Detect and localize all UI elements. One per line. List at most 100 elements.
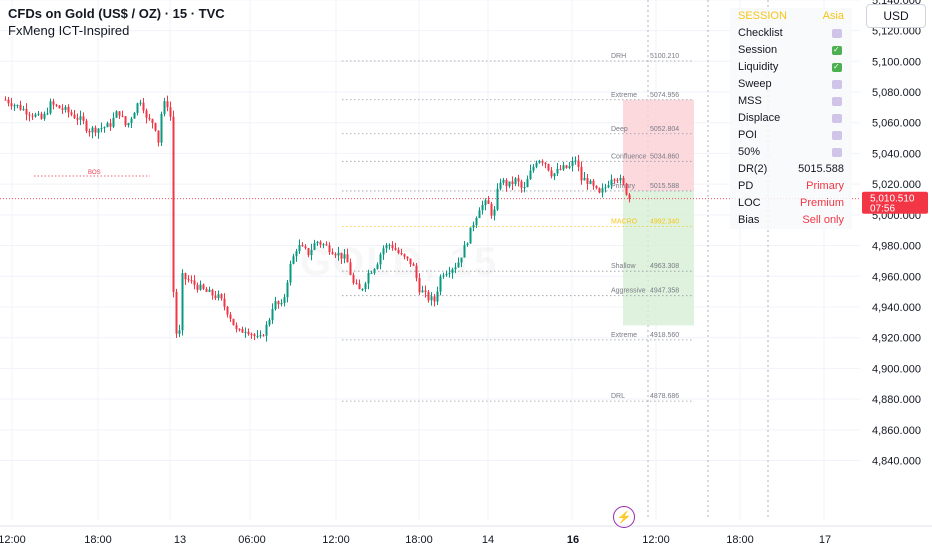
candle-body: [451, 269, 454, 273]
candle-body: [292, 256, 295, 264]
candle-body: [112, 117, 115, 127]
candle-body: [589, 180, 592, 184]
candle-body: [412, 264, 415, 266]
checkbox-empty-icon: [832, 29, 842, 38]
candle-body: [283, 297, 286, 303]
price-axis-label: 5,020.000: [872, 179, 921, 191]
info-loc-value: Premium: [799, 197, 844, 209]
candle-body: [478, 210, 481, 218]
info-row-check: MSS: [730, 93, 852, 110]
level-name: Extreme: [611, 332, 637, 339]
candle-body: [244, 331, 247, 333]
candle-body: [367, 272, 370, 284]
info-row-check: Session: [730, 41, 852, 59]
time-axis-label: 13: [174, 534, 186, 546]
candle-body: [115, 111, 118, 118]
candle-body: [337, 252, 340, 256]
candle-body: [439, 276, 442, 292]
time-axis-label: 18:00: [84, 534, 112, 546]
candle-body: [556, 168, 559, 174]
info-row-pd: PD Primary: [730, 178, 852, 195]
candle-body: [214, 295, 217, 299]
candle-body: [625, 183, 628, 195]
candle-body: [418, 278, 421, 293]
candle-body: [55, 104, 58, 106]
candle-body: [490, 203, 493, 216]
price-axis-label: 5,060.000: [872, 118, 921, 130]
candle-body: [229, 314, 232, 319]
candle-body: [52, 101, 55, 105]
level-name: DRH: [611, 53, 626, 60]
candle-body: [271, 308, 274, 321]
info-row-check: Checklist: [730, 25, 852, 42]
price-axis-label: 4,840.000: [872, 456, 921, 468]
candle-body: [169, 107, 172, 117]
candle-body: [415, 265, 418, 279]
level-value: 5034.860: [650, 153, 679, 160]
candle-body: [298, 245, 301, 252]
info-row-bias: Bias Sell only: [730, 212, 852, 229]
candle-body: [61, 108, 64, 110]
candle-body: [118, 111, 121, 116]
candle-body: [220, 294, 223, 299]
candle-body: [403, 254, 406, 257]
candle-body: [145, 110, 148, 118]
candle-body: [211, 289, 214, 296]
candle-body: [253, 334, 256, 337]
level-value: 5015.588: [650, 183, 679, 190]
candle-body: [436, 291, 439, 302]
info-check-label: Liquidity: [738, 61, 779, 73]
candle-body: [238, 328, 241, 330]
candle-body: [352, 274, 355, 283]
candle-body: [256, 335, 259, 337]
candle-body: [622, 177, 625, 184]
info-row-check: Liquidity: [730, 58, 852, 76]
candle-body: [325, 244, 328, 246]
symbol-title[interactable]: CFDs on Gold (US$ / OZ) · 15 · TVC: [8, 6, 225, 21]
candle-body: [259, 335, 262, 337]
candle-body: [382, 248, 385, 255]
candle-body: [370, 272, 373, 274]
candle-body: [565, 165, 568, 168]
candle-body: [13, 105, 16, 107]
level-name: DRL: [611, 393, 625, 400]
candle-body: [454, 267, 457, 270]
candle-body: [535, 162, 538, 167]
candle-body: [526, 179, 529, 188]
candle-body: [265, 324, 268, 336]
candle-body: [274, 301, 277, 309]
candle-body: [130, 118, 133, 124]
candle-body: [37, 113, 40, 115]
info-row-loc: LOC Premium: [730, 195, 852, 212]
candle-body: [568, 166, 571, 168]
candle-body: [571, 161, 574, 167]
info-row-check: Displace: [730, 110, 852, 127]
candle-body: [25, 108, 28, 115]
candle-body: [487, 200, 490, 204]
info-dr2-label: DR(2): [738, 163, 768, 175]
candle-body: [196, 284, 199, 290]
lightning-icon[interactable]: ⚡: [613, 506, 635, 528]
candle-body: [424, 290, 427, 292]
candle-body: [502, 179, 505, 183]
info-check-label: Displace: [738, 112, 781, 124]
candle-body: [517, 178, 520, 182]
level-value: 4878.686: [650, 393, 679, 400]
currency-button[interactable]: USD: [866, 4, 926, 28]
candle-body: [4, 99, 7, 101]
info-pd-value: Primary: [806, 180, 844, 192]
indicator-title[interactable]: FxMeng ICT-Inspired: [8, 23, 130, 38]
checkbox-empty-icon: [832, 97, 842, 106]
checkbox-checked-icon: [832, 41, 842, 58]
candle-body: [127, 123, 130, 126]
candle-body: [151, 119, 154, 124]
candle-body: [373, 269, 376, 273]
candle-body: [301, 245, 304, 247]
candle-body: [364, 283, 367, 289]
time-axis-label: 12:00: [0, 534, 26, 546]
candle-body: [187, 279, 190, 281]
checkbox-checked-icon: [832, 58, 842, 75]
candle-body: [82, 116, 85, 121]
candle-body: [598, 188, 601, 193]
